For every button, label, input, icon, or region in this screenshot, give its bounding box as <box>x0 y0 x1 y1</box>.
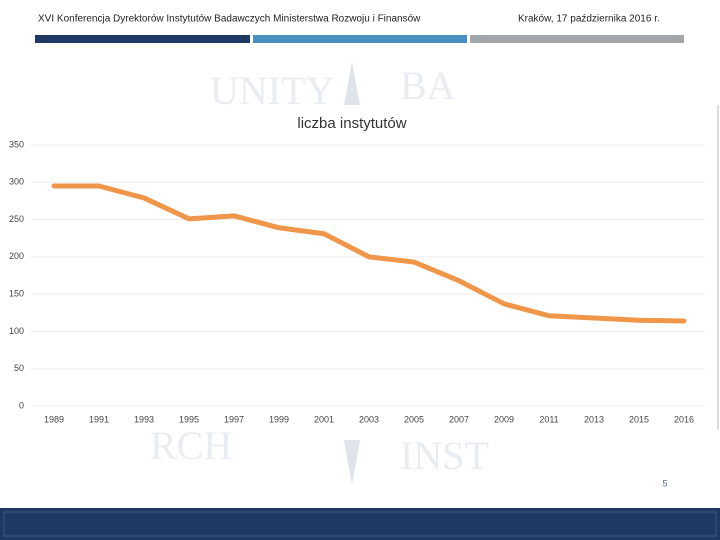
y-tick-label: 250 <box>9 214 24 224</box>
line-series <box>51 183 687 324</box>
header-bar <box>35 35 250 43</box>
x-tick-label: 1989 <box>44 414 64 424</box>
x-tick-label: 2005 <box>404 414 424 424</box>
x-tick-label: 2015 <box>629 414 649 424</box>
x-tick-label: 2016 <box>674 414 694 424</box>
header-left: XVI Konferencja Dyrektorów Instytutów Ba… <box>38 14 421 25</box>
y-tick-label: 50 <box>14 363 24 373</box>
x-tick-label: 1993 <box>134 414 154 424</box>
y-tick-label: 100 <box>9 326 24 336</box>
svg-text:INST: INST <box>400 433 489 478</box>
x-tick-label: 1997 <box>224 414 244 424</box>
x-tick-label: 1999 <box>269 414 289 424</box>
y-tick-label: 350 <box>9 139 24 149</box>
y-tick-label: 200 <box>9 251 24 261</box>
svg-text:RCH: RCH <box>150 423 232 468</box>
svg-text:BA: BA <box>400 63 456 108</box>
x-tick-label: 1991 <box>89 414 109 424</box>
footer-bar <box>0 508 720 540</box>
x-tick-label: 1995 <box>179 414 199 424</box>
x-tick-label: 2009 <box>494 414 514 424</box>
x-tick-label: 2007 <box>449 414 469 424</box>
page-number: 5 <box>662 478 667 488</box>
x-tick-label: 2013 <box>584 414 604 424</box>
x-tick-label: 2003 <box>359 414 379 424</box>
y-tick-label: 0 <box>19 400 24 410</box>
chart-title: liczba instytutów <box>297 115 406 132</box>
y-tick-label: 300 <box>9 177 24 187</box>
footer-frame <box>3 511 717 537</box>
header-bar <box>253 35 467 43</box>
header-bar <box>470 35 684 43</box>
chart-area <box>0 105 718 430</box>
header-right: Kraków, 17 października 2016 r. <box>518 14 660 25</box>
x-tick-label: 2011 <box>539 414 558 424</box>
y-tick-label: 150 <box>9 289 24 299</box>
x-tick-label: 2001 <box>314 414 334 424</box>
